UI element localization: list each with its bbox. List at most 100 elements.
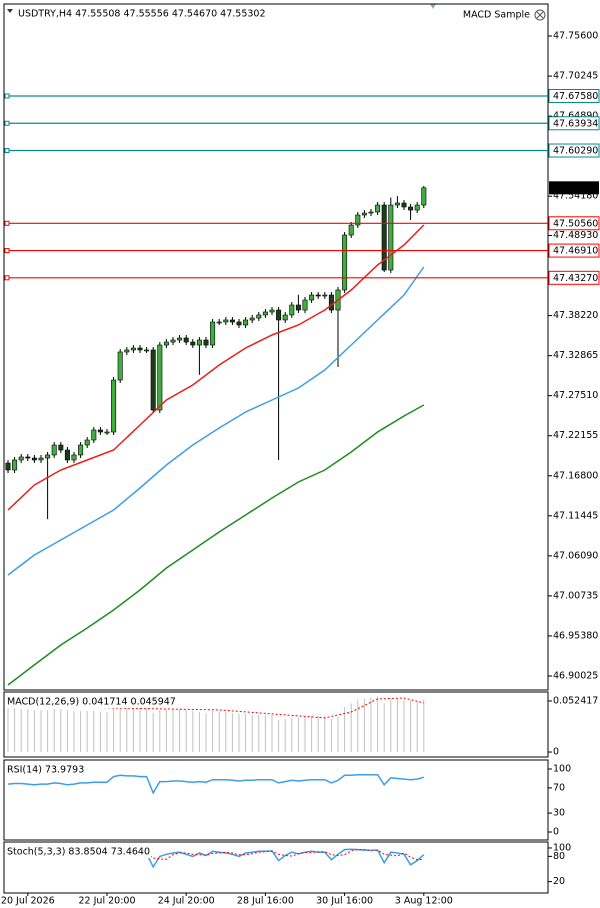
candle-body xyxy=(210,321,216,346)
candle-body xyxy=(394,202,400,206)
candle-body xyxy=(150,349,156,411)
panel-title: RSI(14) 73.9793 xyxy=(7,765,84,776)
y-tick-label: 70 xyxy=(553,782,565,793)
price-level-label: 47.67580 xyxy=(553,91,598,102)
candle-body xyxy=(229,319,235,323)
candle-body xyxy=(289,304,295,316)
candle-body xyxy=(249,317,255,321)
price-level-handle xyxy=(4,120,10,126)
x-tick-label: 28 Jul 16:00 xyxy=(237,896,294,907)
close-expert-icon[interactable] xyxy=(534,9,546,21)
candle-body xyxy=(269,309,275,313)
close-expert-icon-cross xyxy=(536,11,544,19)
y-tick-label: 0 xyxy=(553,747,559,758)
y-tick-label: 0 xyxy=(553,826,559,837)
candle-body xyxy=(348,224,354,236)
price-level-label: 47.46910 xyxy=(553,246,598,257)
panel-title: USDTRY,H4 47.55508 47.55556 47.54670 47.… xyxy=(18,9,266,20)
panel-title: Stoch(5,3,3) 83.8504 73.4640 xyxy=(7,847,150,858)
y-tick-label: 47.54180 xyxy=(553,191,598,202)
candle-body xyxy=(91,429,97,441)
candle-body xyxy=(124,349,130,353)
y-tick-label: 30 xyxy=(553,808,565,819)
price-level-tag xyxy=(548,116,600,131)
candle-body xyxy=(177,337,183,341)
y-tick-label: 47.27510 xyxy=(553,390,598,401)
y-tick-label: 20 xyxy=(553,876,565,887)
y-tick-label: 80 xyxy=(553,851,565,862)
candle-body xyxy=(64,449,70,461)
candle-body xyxy=(130,347,136,351)
shift-marker xyxy=(430,4,436,9)
candle-body xyxy=(157,344,163,411)
candle-body xyxy=(170,339,176,343)
candle-body xyxy=(144,349,150,352)
price-level-tag xyxy=(548,89,600,104)
symbol-menu-icon[interactable] xyxy=(7,9,13,13)
candle-body xyxy=(328,294,334,311)
panel-frame xyxy=(3,3,549,691)
candle-body xyxy=(84,439,90,446)
candle-body xyxy=(190,341,196,346)
candle-body xyxy=(381,204,387,271)
candle-body xyxy=(78,444,84,456)
current-price-label: 47.55302 xyxy=(553,183,598,194)
y-tick-label: 47.16800 xyxy=(553,470,598,481)
y-tick-label: 47.70245 xyxy=(553,71,598,82)
candle-body xyxy=(315,294,321,297)
candle-body xyxy=(342,234,348,291)
candle-body xyxy=(111,379,117,433)
price-level-tag xyxy=(548,243,600,258)
y-tick-label: 47.32865 xyxy=(553,350,598,361)
y-tick-label: 47.38220 xyxy=(553,310,598,321)
panel-frame xyxy=(3,691,549,758)
candle-body xyxy=(368,211,374,214)
x-tick-label: 20 Jul 2026 xyxy=(1,896,55,907)
candle-body xyxy=(97,429,103,433)
y-tick-label: 47.11445 xyxy=(553,510,598,521)
y-tick-label: 47.48930 xyxy=(553,230,598,241)
candle-body xyxy=(302,299,308,311)
price-level-label: 47.63934 xyxy=(553,118,598,129)
candle-body xyxy=(45,454,51,459)
candle-body xyxy=(58,444,64,451)
y-tick-label: 46.95380 xyxy=(553,630,598,641)
y-tick-label: 47.22155 xyxy=(553,430,598,441)
candle-body xyxy=(18,456,24,461)
price-level-tag xyxy=(548,270,600,285)
candle-body xyxy=(401,202,407,208)
candle-body xyxy=(262,311,268,316)
price-level-handle xyxy=(4,148,10,154)
candle-body xyxy=(12,459,18,471)
candle-body xyxy=(223,319,229,323)
panel-title-bg xyxy=(6,696,177,708)
price-level-label: 47.50560 xyxy=(553,218,598,229)
candle-body xyxy=(309,294,315,301)
candle-body xyxy=(322,294,328,297)
y-tick-label: 46.90025 xyxy=(553,670,598,681)
candle-body xyxy=(137,347,143,351)
price-level-label: 47.60290 xyxy=(553,146,598,157)
candle-body xyxy=(104,431,110,434)
price-level-handle xyxy=(4,220,10,226)
price-level-handle xyxy=(4,248,10,254)
y-tick-label: 0.052417 xyxy=(553,695,598,706)
candle-body xyxy=(282,314,288,321)
x-tick-label: 22 Jul 20:00 xyxy=(79,896,136,907)
indicator-line xyxy=(7,404,425,686)
candle-body xyxy=(5,462,11,471)
candle-body xyxy=(38,457,44,461)
y-tick-label: 47.75600 xyxy=(553,31,598,42)
panel-title: MACD(12,26,9) 0.041714 0.045947 xyxy=(7,697,176,708)
x-tick-label: 24 Jul 20:00 xyxy=(158,896,215,907)
price-level-tag xyxy=(548,216,600,231)
indicator-line xyxy=(7,266,425,576)
y-tick-label: 47.00735 xyxy=(553,590,598,601)
candle-body xyxy=(276,309,282,321)
indicator-line xyxy=(7,773,425,795)
candle-body xyxy=(361,212,367,216)
y-tick-label: 47.64890 xyxy=(553,111,598,122)
candle-body xyxy=(31,457,37,461)
candle-body xyxy=(25,456,31,459)
